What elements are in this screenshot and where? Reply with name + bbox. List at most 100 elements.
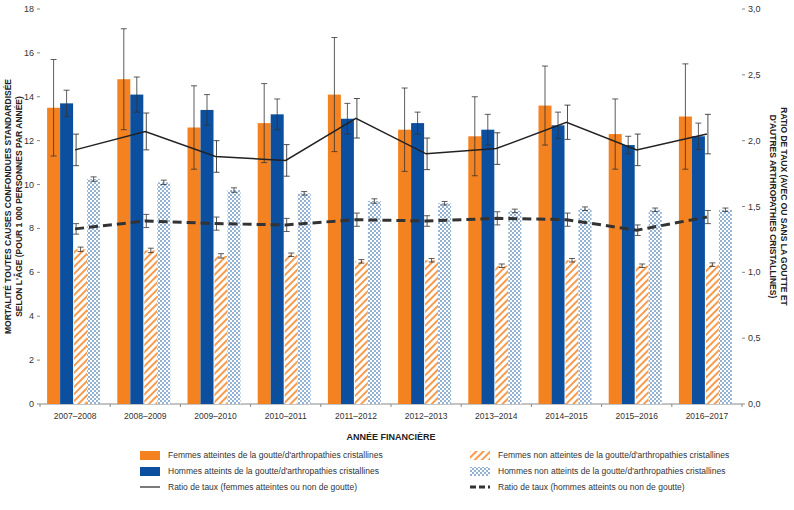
bar — [566, 260, 579, 404]
error-bar — [148, 248, 154, 252]
bar-series — [60, 77, 705, 404]
y-tick — [37, 9, 40, 10]
error-bar — [635, 134, 641, 166]
legend-item: Hommes non atteints de la goutte/d'arthr… — [470, 466, 725, 476]
error-bar — [442, 201, 448, 205]
legend-label: Hommes atteints de la goutte/d'arthropat… — [168, 466, 379, 476]
y-axis-title: MORTALITÉ TOUTES CAUSES CONFONDUES STAND… — [3, 79, 24, 334]
y2-tick-label: 1,0 — [748, 267, 761, 277]
error-bar — [722, 208, 728, 212]
error-bar — [371, 199, 377, 203]
y-tick — [37, 96, 40, 97]
error-bar — [682, 64, 688, 169]
x-tick-label: 2014–2015 — [545, 411, 588, 421]
error-bar — [143, 113, 149, 150]
error-bar — [705, 210, 711, 223]
y2-tick — [742, 74, 745, 75]
error-bar — [424, 138, 430, 170]
y-tick-label: 6 — [29, 267, 34, 277]
y-tick-label: 2 — [29, 355, 34, 365]
error-bar — [494, 212, 500, 225]
bar — [468, 136, 481, 404]
error-bar — [161, 180, 167, 184]
x-tick — [180, 404, 181, 407]
y2-tick-label: 0,0 — [748, 399, 761, 409]
error-bar — [191, 86, 197, 169]
bar — [130, 95, 143, 404]
legend-label: Femmes non atteintes de la goutte/d'arth… — [498, 450, 729, 460]
error-bar — [288, 253, 294, 257]
ratio-line — [75, 217, 707, 230]
y2-tick-label: 0,5 — [748, 333, 761, 343]
y-tick — [37, 52, 40, 53]
bar — [719, 210, 732, 404]
legend-item: Femmes atteintes de la goutte/d'arthropa… — [140, 450, 383, 460]
error-bar — [652, 208, 658, 212]
y-tick-label: 14 — [24, 92, 34, 102]
y2-tick-label: 2,5 — [748, 70, 761, 80]
error-bar — [569, 259, 575, 263]
error-bar — [73, 134, 79, 166]
error-bar — [512, 209, 518, 213]
y-tick — [37, 360, 40, 361]
x-tick — [531, 404, 532, 407]
ratio-line — [75, 118, 707, 160]
bar-series — [87, 177, 732, 404]
y2-tick — [742, 9, 745, 10]
error-bar — [635, 225, 641, 236]
x-tick — [461, 404, 462, 407]
bar — [341, 119, 354, 404]
bar — [368, 201, 381, 404]
bar — [622, 145, 635, 404]
x-tick — [601, 404, 602, 407]
error-bar — [565, 213, 571, 226]
y2-axis-title: RATIO DE TAUX (AVEC OU SANS LA GOUTTE ET… — [768, 107, 789, 306]
error-bar — [78, 247, 84, 251]
bar — [495, 266, 508, 404]
bar — [285, 255, 298, 404]
error-bar — [64, 90, 70, 116]
error-bar — [354, 213, 360, 226]
bar — [258, 123, 271, 404]
error-bar — [358, 260, 364, 264]
y2-tick-label: 3,0 — [748, 4, 761, 14]
error-bar — [485, 114, 491, 145]
legend-swatch — [470, 486, 490, 489]
legend-swatch — [470, 467, 490, 476]
x-tick-label: 2013–2014 — [475, 411, 518, 421]
error-bar — [354, 99, 360, 139]
x-tick-label: 2007–2008 — [54, 411, 97, 421]
error-bar — [301, 192, 307, 196]
error-bar — [472, 97, 478, 176]
error-bar — [565, 105, 571, 139]
y-tick — [37, 316, 40, 317]
legend-label: Femmes atteintes de la goutte/d'arthropa… — [168, 450, 383, 460]
bar — [649, 210, 662, 404]
error-bar — [214, 141, 220, 173]
bar — [692, 136, 705, 404]
legend-item: Ratio de taux (femmes atteintes ou non d… — [140, 482, 357, 492]
bar-series — [47, 29, 692, 404]
x-tick — [391, 404, 392, 407]
bar — [508, 211, 521, 404]
bar — [425, 260, 438, 404]
x-tick — [671, 404, 672, 407]
legend-item: Femmes non atteintes de la goutte/d'arth… — [470, 450, 729, 460]
chart-svg: 0246810121416180,00,51,01,52,02,53,02007… — [0, 0, 794, 510]
error-bar — [415, 112, 421, 134]
bar — [271, 114, 284, 404]
bar — [411, 123, 424, 404]
bar — [481, 130, 494, 404]
x-axis-title: ANNÉE FINANCIÈRE — [346, 432, 435, 442]
y-tick-label: 4 — [29, 311, 34, 321]
y-tick — [37, 140, 40, 141]
plot-area — [47, 29, 732, 404]
error-bar — [612, 99, 618, 169]
error-bar — [204, 95, 210, 126]
bar — [552, 125, 565, 404]
x-tick-label: 2015–2016 — [615, 411, 658, 421]
y2-tick — [742, 272, 745, 273]
error-bar — [542, 66, 548, 145]
error-bar — [331, 38, 337, 152]
legend-label: Ratio de taux (hommes atteints ou non de… — [498, 482, 685, 492]
